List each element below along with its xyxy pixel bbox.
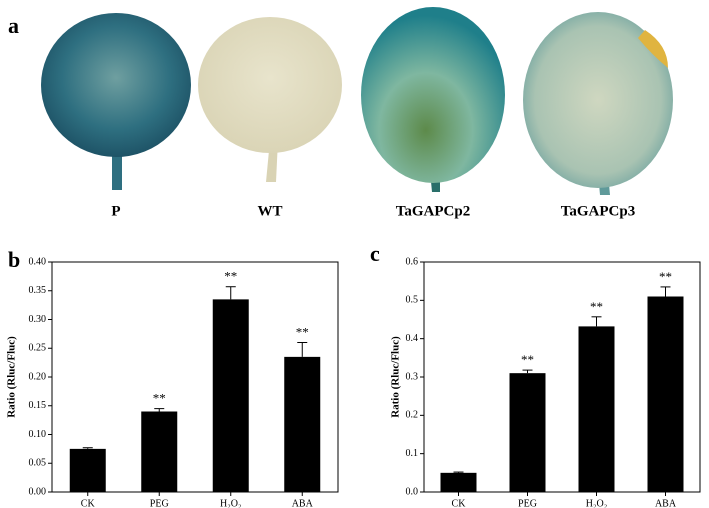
y-tick-label: 0.2 bbox=[406, 410, 419, 421]
y-tick-label: 0.00 bbox=[29, 486, 47, 497]
y-tick-label: 0.5 bbox=[406, 295, 419, 306]
bar bbox=[647, 296, 684, 492]
x-tick-label: PEG bbox=[518, 498, 537, 508]
leaf-label: TaGAPCp2 bbox=[396, 203, 470, 219]
y-axis-label: Ratio (Rluc/Fluc) bbox=[390, 336, 402, 418]
x-tick-label: CK bbox=[81, 498, 96, 508]
y-tick-label: 0.4 bbox=[406, 333, 419, 344]
y-tick-label: 0.1 bbox=[406, 448, 419, 459]
y-tick-label: 0.10 bbox=[29, 429, 47, 440]
significance: ** bbox=[224, 269, 237, 284]
significance: ** bbox=[521, 352, 534, 367]
x-tick-label: ABA bbox=[292, 498, 314, 508]
leaf-label: TaGAPCp3 bbox=[561, 203, 635, 219]
x-tick-label: H₂O₂ bbox=[586, 498, 607, 508]
bar bbox=[578, 326, 615, 492]
significance: ** bbox=[659, 269, 672, 284]
panel-label: a bbox=[8, 13, 19, 38]
y-tick-label: 0.35 bbox=[29, 285, 47, 296]
significance: ** bbox=[590, 299, 603, 314]
significance: ** bbox=[153, 391, 166, 406]
panel-label: b bbox=[8, 247, 20, 272]
bar bbox=[69, 448, 106, 492]
y-tick-label: 0.25 bbox=[29, 343, 47, 354]
significance: ** bbox=[296, 324, 309, 339]
bar bbox=[141, 411, 178, 492]
bar bbox=[284, 356, 321, 492]
y-tick-label: 0.40 bbox=[29, 256, 47, 267]
y-tick-label: 0.20 bbox=[29, 371, 47, 382]
bar bbox=[440, 472, 477, 492]
y-tick-label: 0.15 bbox=[29, 400, 47, 411]
x-tick-label: CK bbox=[452, 498, 467, 508]
bar bbox=[212, 299, 249, 492]
panel-label: c bbox=[370, 241, 380, 266]
x-tick-label: PEG bbox=[150, 498, 169, 508]
y-tick-label: 0.6 bbox=[406, 256, 419, 267]
y-tick-label: 0.0 bbox=[406, 486, 419, 497]
leaf-images bbox=[41, 7, 673, 195]
y-tick-label: 0.30 bbox=[29, 314, 47, 325]
y-tick-label: 0.3 bbox=[406, 371, 419, 382]
y-tick-label: 0.05 bbox=[29, 458, 47, 469]
leaf-label: P bbox=[111, 203, 120, 219]
x-tick-label: ABA bbox=[655, 498, 677, 508]
bar bbox=[509, 373, 546, 492]
x-tick-label: H₂O₂ bbox=[220, 498, 241, 508]
y-axis-label: Ratio (Rluc/Fluc) bbox=[6, 336, 18, 418]
leaf-label: WT bbox=[257, 203, 282, 219]
